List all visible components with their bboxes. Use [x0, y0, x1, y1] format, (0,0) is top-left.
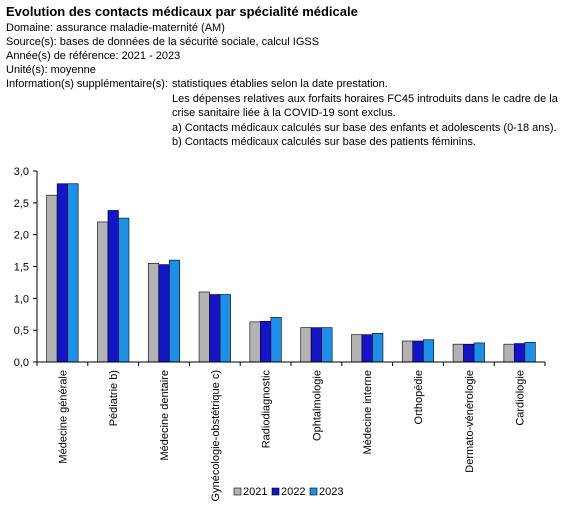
category-label: Gynécologie-obstétrique c) [210, 370, 222, 501]
bar-2022 [310, 327, 322, 363]
legend-swatch-2021 [233, 487, 242, 496]
bar-2023 [524, 341, 536, 363]
bar-2021 [198, 291, 210, 363]
bar-2022 [361, 334, 373, 363]
chart-title: Evolution des contacts médicaux par spéc… [6, 4, 358, 19]
years-line: Année(s) de référence: 2021 - 2023 [6, 50, 181, 62]
legend-swatch-2023 [309, 487, 318, 496]
unit-line: Unité(s): moyenne [6, 64, 96, 76]
bar-2023 [473, 342, 485, 363]
bar-2023 [270, 317, 282, 363]
legend-label: 2023 [319, 486, 343, 498]
info-lines: statistiques établies selon la date pres… [172, 77, 558, 150]
info-block: Information(s) supplémentaire(s): statis… [6, 77, 558, 150]
legend-swatch-2022 [271, 487, 280, 496]
bar-2023 [118, 217, 130, 363]
bar-2021 [97, 221, 109, 363]
info-line: crise sanitaire liée à la COVID-19 sont … [172, 107, 396, 119]
bar-2021 [249, 321, 261, 363]
legend-label: 2021 [243, 486, 267, 498]
info-line: statistiques établies selon la date pres… [172, 78, 388, 90]
category-label: Radiodiagnostic [261, 370, 273, 449]
source-line: Source(s): bases de données de la sécuri… [6, 36, 320, 48]
y-tick-label: 0,0 [14, 357, 29, 369]
info-label: Information(s) supplémentaire(s): [6, 78, 169, 90]
bar-2022 [107, 210, 119, 363]
y-tick-label: 0,5 [14, 325, 29, 337]
info-line: b) Contacts médicaux calculés sur base d… [172, 136, 476, 148]
legend-label: 2022 [281, 486, 305, 498]
bar-2022 [514, 343, 526, 363]
bar-2022 [412, 340, 424, 363]
y-tick-label: 2,5 [14, 198, 29, 210]
bar-2021 [452, 343, 464, 363]
bar-2021 [46, 194, 58, 363]
bar-2022 [209, 294, 221, 363]
bar-2021 [300, 327, 312, 363]
bar-2022 [260, 320, 272, 363]
bar-2022 [56, 183, 68, 363]
bar-2021 [401, 340, 414, 363]
category-label: Ophtalmologie [311, 370, 323, 441]
category-label: Cardiologie [515, 370, 527, 426]
y-tick-label: 2,0 [14, 230, 29, 242]
bar-2023 [67, 183, 79, 363]
bar-2023 [422, 339, 435, 363]
bar-2022 [463, 343, 475, 363]
category-label: Orthopédie [413, 370, 425, 424]
y-tick-label: 1,0 [14, 293, 29, 305]
bar-2023 [219, 294, 231, 363]
category-label: Médecine interne [362, 370, 374, 454]
info-line: Les dépenses relatives aux forfaits hora… [172, 92, 558, 105]
category-label: Médecine générale [57, 370, 69, 464]
category-label: Pédiatrie b) [108, 370, 120, 426]
bar-2021 [147, 263, 160, 363]
y-tick-label: 1,5 [14, 262, 29, 274]
info-line: a) Contacts médicaux calculés sur base d… [172, 121, 557, 134]
bar-2021 [351, 334, 363, 363]
bar-2023 [321, 327, 333, 363]
bar-2023 [372, 333, 384, 363]
category-label: Médecine dentaire [159, 370, 171, 461]
bar-2023 [168, 259, 181, 363]
domain-line: Domaine: assurance maladie-maternité (AM… [6, 22, 225, 34]
bar-2021 [503, 343, 515, 363]
bar-2022 [158, 264, 170, 363]
chart-header: Evolution des contacts médicaux par spéc… [6, 4, 558, 150]
category-label: Dermato-vénérologie [464, 370, 476, 473]
y-tick-label: 3,0 [14, 166, 29, 178]
